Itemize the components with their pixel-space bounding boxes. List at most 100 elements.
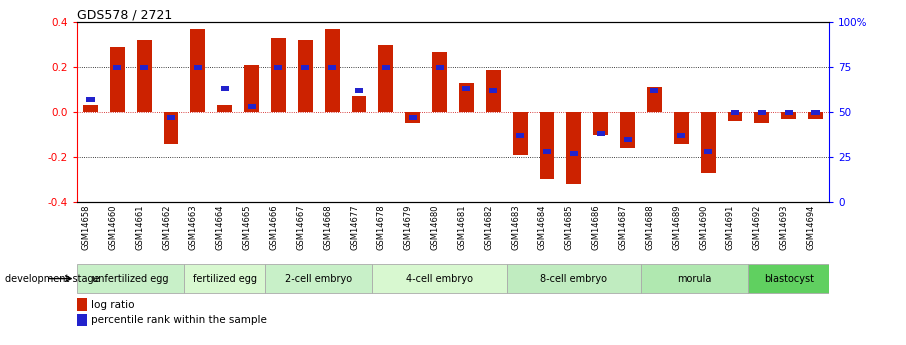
Bar: [83, 105, 98, 112]
Bar: [781, 112, 796, 119]
Bar: [140, 65, 149, 70]
Bar: [436, 65, 444, 70]
Text: GSM14666: GSM14666: [269, 204, 278, 250]
Bar: [324, 29, 340, 112]
Bar: [372, 264, 506, 293]
Text: GSM14667: GSM14667: [296, 204, 305, 250]
Text: GSM14663: GSM14663: [188, 204, 198, 250]
Text: GSM14668: GSM14668: [323, 204, 333, 250]
Text: GSM14680: GSM14680: [430, 204, 439, 250]
Bar: [271, 38, 285, 112]
Text: blastocyst: blastocyst: [764, 274, 814, 284]
Bar: [674, 112, 689, 144]
Text: 4-cell embryo: 4-cell embryo: [406, 274, 473, 284]
Bar: [328, 65, 336, 70]
Text: unfertilized egg: unfertilized egg: [92, 274, 169, 284]
Bar: [677, 133, 685, 138]
Bar: [728, 112, 742, 121]
Bar: [506, 264, 641, 293]
Bar: [462, 86, 470, 91]
Text: GSM14677: GSM14677: [350, 204, 359, 250]
Bar: [221, 86, 229, 91]
Text: 2-cell embryo: 2-cell embryo: [285, 274, 352, 284]
Bar: [77, 314, 87, 326]
Bar: [113, 65, 121, 70]
Bar: [785, 110, 793, 115]
Bar: [185, 264, 265, 293]
Bar: [301, 65, 309, 70]
Bar: [352, 96, 366, 112]
Bar: [77, 298, 87, 310]
Bar: [731, 110, 739, 115]
Bar: [265, 264, 372, 293]
Text: percentile rank within the sample: percentile rank within the sample: [91, 315, 266, 325]
Bar: [489, 88, 497, 93]
Bar: [755, 112, 769, 123]
Text: GSM14664: GSM14664: [216, 204, 225, 250]
Bar: [513, 112, 527, 155]
Bar: [77, 264, 185, 293]
Text: GSM14684: GSM14684: [538, 204, 547, 250]
Bar: [647, 87, 661, 112]
Text: GSM14691: GSM14691: [726, 204, 735, 250]
Text: fertilized egg: fertilized egg: [193, 274, 256, 284]
Bar: [432, 51, 447, 112]
Bar: [409, 115, 417, 120]
Text: GSM14661: GSM14661: [135, 204, 144, 250]
Bar: [621, 112, 635, 148]
Bar: [651, 88, 659, 93]
Text: GSM14690: GSM14690: [699, 204, 708, 250]
Bar: [570, 151, 578, 156]
Bar: [110, 47, 125, 112]
Text: GSM14687: GSM14687: [619, 204, 628, 250]
Bar: [623, 137, 631, 141]
Bar: [808, 112, 823, 119]
Bar: [164, 112, 178, 144]
Bar: [167, 115, 175, 120]
Text: GSM14686: GSM14686: [592, 204, 601, 250]
Bar: [543, 149, 551, 154]
Bar: [405, 112, 420, 123]
Text: GSM14689: GSM14689: [672, 204, 681, 250]
Text: GSM14681: GSM14681: [458, 204, 467, 250]
Bar: [757, 110, 766, 115]
Bar: [540, 112, 554, 179]
Text: GSM14662: GSM14662: [162, 204, 171, 250]
Text: GSM14693: GSM14693: [780, 204, 789, 250]
Bar: [748, 264, 829, 293]
Text: GSM14665: GSM14665: [243, 204, 252, 250]
Bar: [486, 69, 501, 112]
Bar: [247, 104, 255, 109]
Bar: [516, 133, 525, 138]
Bar: [597, 131, 605, 136]
Text: log ratio: log ratio: [91, 300, 134, 309]
Text: morula: morula: [678, 274, 712, 284]
Bar: [245, 65, 259, 112]
Text: 8-cell embryo: 8-cell embryo: [540, 274, 607, 284]
Bar: [137, 40, 151, 112]
Bar: [704, 149, 712, 154]
Text: GSM14678: GSM14678: [377, 204, 386, 250]
Bar: [190, 29, 206, 112]
Bar: [194, 65, 202, 70]
Bar: [381, 65, 390, 70]
Text: GSM14682: GSM14682: [485, 204, 493, 250]
Bar: [812, 110, 820, 115]
Bar: [700, 112, 716, 172]
Text: GSM14688: GSM14688: [645, 204, 654, 250]
Text: GSM14694: GSM14694: [806, 204, 815, 250]
Text: GSM14658: GSM14658: [82, 204, 91, 250]
Bar: [593, 112, 608, 135]
Text: GSM14683: GSM14683: [511, 204, 520, 250]
Text: GDS578 / 2721: GDS578 / 2721: [77, 8, 172, 21]
Bar: [275, 65, 283, 70]
Bar: [298, 40, 313, 112]
Text: GSM14685: GSM14685: [564, 204, 573, 250]
Text: GSM14679: GSM14679: [404, 204, 413, 250]
Bar: [641, 264, 748, 293]
Bar: [379, 45, 393, 112]
Bar: [566, 112, 582, 184]
Text: GSM14660: GSM14660: [109, 204, 117, 250]
Bar: [217, 105, 232, 112]
Text: GSM14692: GSM14692: [753, 204, 762, 250]
